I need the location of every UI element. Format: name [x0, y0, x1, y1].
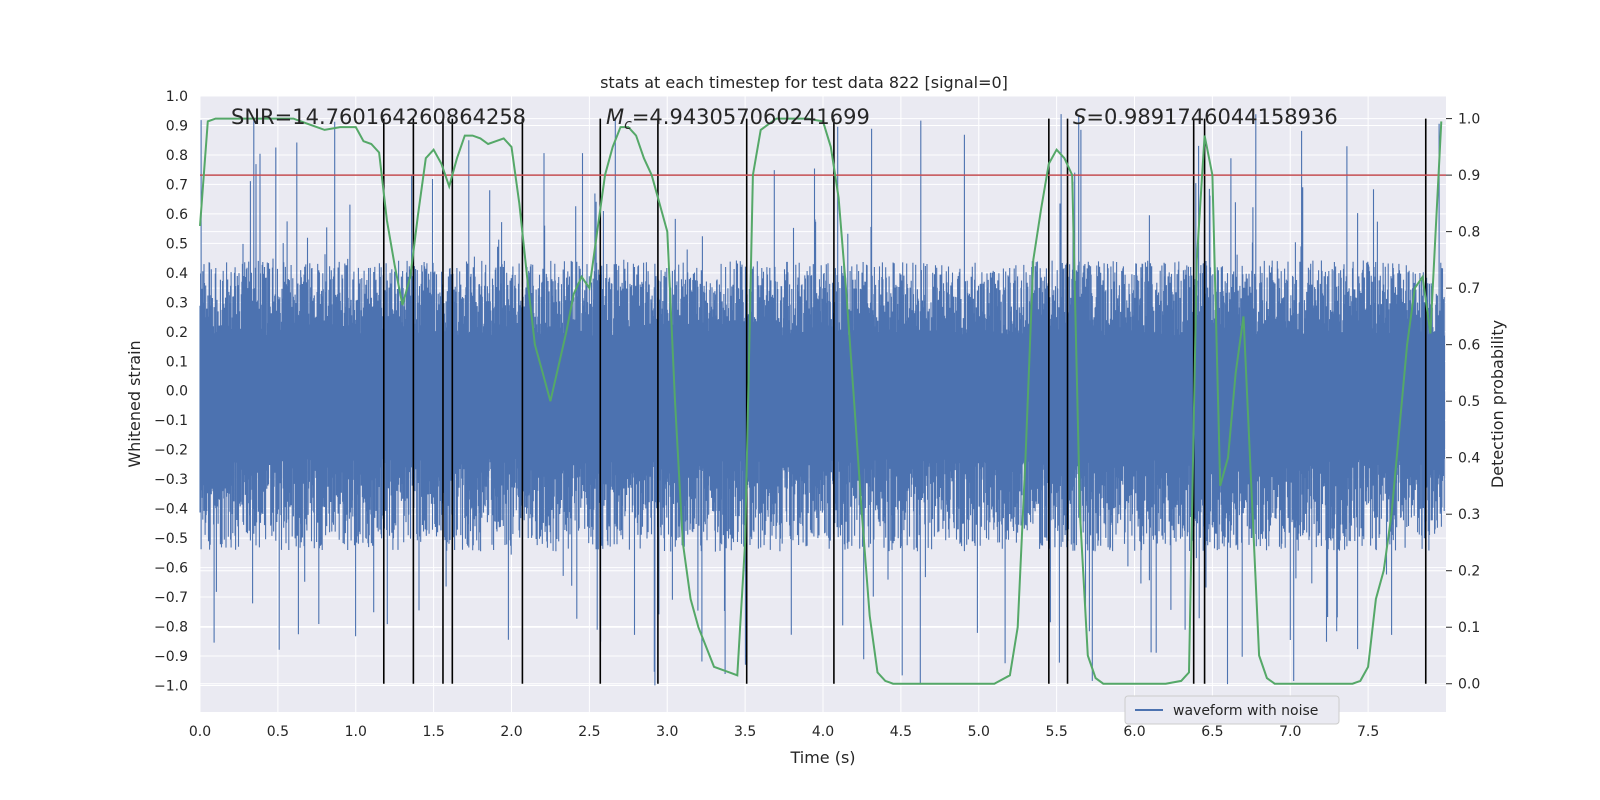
x-tick-label: 0.5	[267, 724, 289, 740]
chirp-mass-symbol: M	[606, 105, 624, 129]
s-annotation: S=0.9891746044158936	[1073, 105, 1338, 129]
x-tick-label: 1.5	[422, 724, 444, 740]
probability-series	[199, 117, 1443, 685]
right-axis-label: Detection probability	[1488, 320, 1507, 488]
left-tick-label: −0.6	[154, 561, 188, 577]
s-value: =0.9891746044158936	[1086, 105, 1337, 129]
left-tick-label: 0.6	[166, 207, 188, 223]
x-tick-label: 6.5	[1201, 724, 1223, 740]
x-axis-ticks: 0.0 0.5 1.0 1.5 2.0 2.5 3.0 3.5 4.0 4.5 5.0 5.5 6.0 6…	[189, 724, 1379, 740]
chart-title: stats at each timestep for test data 822…	[600, 73, 1008, 92]
legend: waveform with noise	[1124, 695, 1340, 725]
x-tick-label: 6.0	[1123, 724, 1145, 740]
chirp-mass-subscript: c	[624, 117, 632, 133]
left-tick-label: 0.2	[166, 325, 188, 341]
x-tick-label: 3.0	[656, 724, 678, 740]
x-axis-label: Time (s)	[789, 748, 855, 767]
x-tick-label: 7.0	[1279, 724, 1301, 740]
left-tick-label: −0.9	[154, 649, 188, 665]
right-tick-label: 0.6	[1458, 338, 1480, 354]
snr-annotation: SNR=14.760164260864258	[231, 105, 526, 129]
right-axis-ticks: 1.0 0.9 0.8 0.7 0.6 0.5 0.4 0.3 0.2 0.1 0.0	[1446, 112, 1480, 693]
left-tick-label: −0.3	[154, 472, 188, 488]
left-tick-label: −0.5	[154, 531, 188, 547]
left-tick-label: −0.4	[154, 502, 188, 518]
chirp-mass-annotation: Mc=4.943057060241699	[606, 105, 870, 133]
left-tick-label: −1.0	[154, 678, 188, 694]
x-tick-label: 1.0	[345, 724, 367, 740]
x-tick-label: 4.5	[890, 724, 912, 740]
left-tick-label: −0.8	[154, 620, 188, 636]
right-tick-label: 1.0	[1458, 112, 1480, 128]
left-tick-label: 0.8	[166, 148, 188, 164]
left-tick-label: 0.4	[166, 266, 188, 282]
left-tick-label: 0.9	[166, 118, 188, 134]
x-tick-label: 5.0	[968, 724, 990, 740]
x-tick-label: 7.5	[1357, 724, 1379, 740]
annotations: SNR=14.760164260864258 Mc=4.943057060241…	[231, 105, 1338, 133]
x-tick-label: 2.5	[578, 724, 600, 740]
right-tick-label: 0.2	[1458, 564, 1480, 580]
x-tick-label: 5.5	[1045, 724, 1067, 740]
x-tick-label: 0.0	[189, 724, 211, 740]
right-tick-label: 0.8	[1458, 225, 1480, 241]
left-tick-label: 1.0	[166, 89, 188, 105]
event-markers	[382, 118, 1427, 684]
right-tick-label: 0.0	[1458, 677, 1480, 693]
left-tick-label: 0.0	[166, 384, 188, 400]
right-tick-label: 0.4	[1458, 451, 1480, 467]
right-tick-label: 0.3	[1458, 507, 1480, 523]
left-tick-label: −0.7	[154, 590, 188, 606]
left-tick-label: 0.1	[166, 354, 188, 370]
legend-label: waveform with noise	[1173, 703, 1318, 719]
left-tick-label: 0.5	[166, 236, 188, 252]
x-tick-label: 4.0	[812, 724, 834, 740]
left-axis-ticks: 1.0 0.9 0.8 0.7 0.6 0.5 0.4 0.3 0.2 0.1 0.0 −0.1 −0.…	[154, 89, 188, 694]
left-tick-label: −0.1	[154, 413, 188, 429]
left-axis-label: Whitened strain	[125, 340, 144, 467]
s-symbol: S	[1073, 105, 1086, 129]
x-tick-label: 3.5	[734, 724, 756, 740]
left-tick-label: 0.7	[166, 177, 188, 193]
right-tick-label: 0.1	[1458, 620, 1480, 636]
waveform-core	[200, 335, 1445, 459]
chirp-mass-value: =4.943057060241699	[632, 105, 870, 129]
x-tick-label: 2.0	[500, 724, 522, 740]
left-tick-label: −0.2	[154, 443, 188, 459]
right-tick-label: 0.9	[1458, 168, 1480, 184]
left-tick-label: 0.3	[166, 295, 188, 311]
right-tick-label: 0.7	[1458, 281, 1480, 297]
right-tick-label: 0.5	[1458, 394, 1480, 410]
probability-line	[199, 117, 1443, 685]
legend-box	[1124, 695, 1340, 725]
